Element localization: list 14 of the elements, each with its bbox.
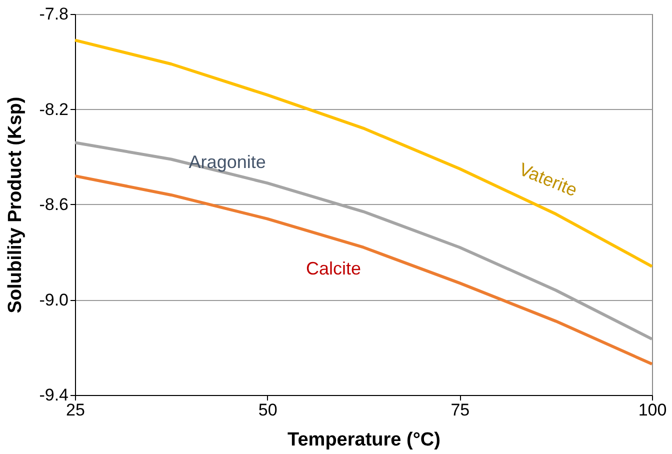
line-series: [74, 141, 654, 341]
y-tick-label: -9.0: [39, 290, 68, 310]
x-tick-label: 25: [66, 400, 85, 420]
x-axis-title: Temperature (°C): [288, 430, 440, 450]
series-label: Aragonite: [188, 152, 266, 172]
x-tick-label: 100: [638, 400, 667, 420]
y-axis-title: Solubility Product (Ksp): [5, 96, 26, 314]
y-tick-label: -8.2: [39, 100, 68, 119]
x-tick-label: 50: [258, 400, 278, 420]
x-tick-label: 75: [450, 400, 470, 420]
y-tick-label: -8.6: [39, 195, 68, 214]
y-tick-label: -9.4: [39, 386, 68, 404]
series-label: Calcite: [306, 258, 362, 278]
y-tick-label: -7.8: [39, 4, 68, 24]
